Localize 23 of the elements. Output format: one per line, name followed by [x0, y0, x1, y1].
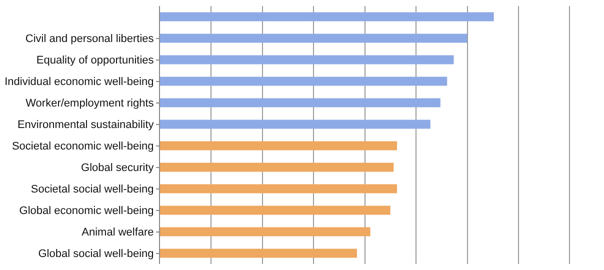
- bar: [160, 248, 357, 258]
- bar: [160, 206, 390, 215]
- bar: [160, 120, 430, 129]
- y-tick-label: Global social well-being: [38, 248, 154, 260]
- y-tick-label: Societal economic well-being: [12, 140, 154, 153]
- bar: [160, 34, 468, 43]
- y-tick-label: Individual economic well-being: [4, 76, 154, 88]
- bar: [160, 12, 494, 22]
- bar: [160, 162, 394, 172]
- bar: [160, 76, 448, 86]
- bar: [160, 184, 398, 194]
- y-tick-label: Worker/employment rights: [26, 98, 154, 110]
- y-tick-label: Global security: [81, 162, 154, 174]
- y-tick-label: Animal welfare: [82, 226, 154, 239]
- y-tick-label: Societal social well-being: [30, 184, 154, 196]
- bar: [160, 98, 440, 108]
- y-tick-label: Environmental sustainability: [17, 119, 154, 132]
- bar: [160, 227, 370, 236]
- y-tick-label: Equality of opportunities: [36, 54, 154, 67]
- y-tick-label: Civil and personal liberties: [25, 33, 154, 46]
- bar: [160, 55, 454, 64]
- y-tick-label: Global economic well-being: [19, 205, 154, 218]
- bar: [160, 141, 398, 150]
